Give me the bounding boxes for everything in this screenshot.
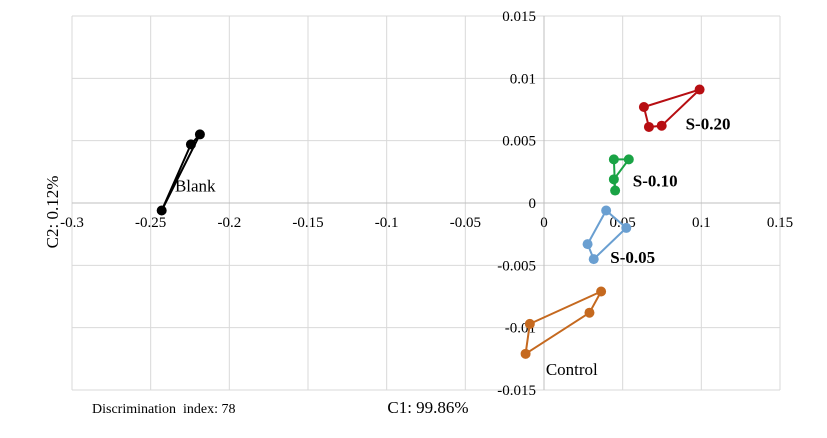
x-tick-label: -0.25 [135, 215, 166, 231]
data-point [694, 84, 705, 95]
data-point [623, 154, 634, 165]
series-label: S-0.05 [610, 248, 655, 267]
series-label: S-0.20 [686, 115, 731, 134]
data-point [156, 205, 167, 216]
y-tick-label: 0.01 [510, 71, 536, 87]
y-axis-title: C2: 0.12% [43, 176, 62, 249]
series-label: Blank [175, 176, 216, 195]
x-tick-label: 0.1 [692, 215, 711, 231]
data-point [194, 129, 205, 140]
x-tick-label: -0.3 [60, 215, 84, 231]
x-axis-title: C1: 99.86% [387, 398, 468, 417]
y-tick-label: -0.015 [497, 383, 536, 399]
x-tick-label: -0.1 [375, 215, 399, 231]
data-point [656, 120, 667, 131]
data-point [185, 139, 196, 150]
series-layer: Blank S-0.20 S-0.10 S-0.05 Control [156, 84, 731, 379]
y-tick-label: 0.005 [502, 134, 536, 150]
series-s-0-10: S-0.10 [608, 154, 678, 196]
series-outline [524, 290, 603, 355]
x-tick-label: -0.2 [217, 215, 241, 231]
series-outline [160, 133, 201, 212]
data-point [608, 174, 619, 185]
y-tick-label: 0.015 [502, 9, 536, 25]
series-s-0-20: S-0.20 [638, 84, 731, 134]
tick-layer: -0.3 -0.25 -0.2 -0.15 -0.1 -0.05 0 0.05 0.1 0.15-… [60, 9, 793, 399]
data-point [610, 185, 621, 196]
series-control: Control [520, 286, 607, 379]
x-tick-label: 0 [540, 215, 548, 231]
text-layer: C2: 0.12% C1: 99.86% Discrimination inde… [43, 176, 469, 417]
series-label: S-0.10 [633, 171, 678, 190]
series-blank: Blank [156, 129, 216, 216]
data-point [596, 286, 607, 297]
data-point [584, 307, 595, 318]
data-point [601, 205, 612, 216]
x-tick-label: -0.05 [450, 215, 481, 231]
data-point [582, 239, 593, 250]
data-point [520, 348, 531, 359]
data-point [524, 318, 535, 329]
x-tick-label: -0.15 [292, 215, 323, 231]
data-point [643, 121, 654, 132]
data-point [588, 254, 599, 265]
y-tick-label: -0.005 [497, 258, 536, 274]
series-s-0-05: S-0.05 [582, 205, 655, 267]
axis-layer [72, 16, 780, 390]
x-tick-label: 0.15 [767, 215, 793, 231]
y-tick-label: 0 [529, 196, 537, 212]
data-point [608, 154, 619, 165]
discrimination-index: Discrimination index: 78 [92, 402, 235, 417]
data-point [621, 222, 632, 233]
data-point [638, 102, 649, 113]
series-label: Control [546, 360, 598, 379]
